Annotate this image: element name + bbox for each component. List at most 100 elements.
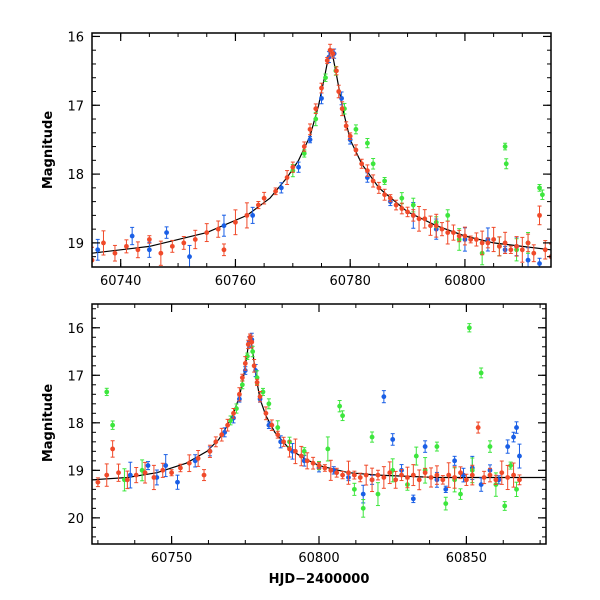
data-point — [514, 425, 519, 430]
data-point — [428, 475, 434, 480]
data-point — [496, 243, 502, 249]
data-point — [517, 477, 522, 483]
data-point — [393, 202, 399, 208]
data-point — [502, 144, 508, 149]
data-point — [313, 106, 319, 112]
data-point — [376, 185, 382, 191]
data-point — [491, 237, 497, 242]
data-point — [95, 247, 101, 253]
data-point — [353, 126, 359, 132]
data-point — [298, 453, 304, 459]
data-point — [178, 465, 183, 471]
data-point — [446, 472, 452, 478]
data-point — [129, 233, 135, 239]
data-point — [387, 195, 393, 201]
data-point — [525, 257, 531, 263]
data-point — [542, 247, 548, 253]
data-point — [169, 243, 175, 249]
data-point — [304, 458, 310, 464]
data-point — [464, 477, 469, 483]
data-point — [186, 460, 192, 466]
data-point — [440, 477, 446, 483]
data-point — [399, 195, 405, 201]
data-point — [204, 230, 210, 235]
data-point — [231, 410, 236, 416]
data-point — [369, 434, 375, 440]
data-point — [160, 467, 166, 473]
data-point — [517, 453, 522, 459]
data-point — [250, 349, 256, 354]
data-point — [95, 479, 101, 485]
data-point — [328, 467, 334, 473]
data-point — [505, 475, 511, 480]
data-point — [301, 151, 307, 156]
data-point — [116, 470, 121, 476]
data-point — [434, 472, 440, 478]
data-point — [410, 202, 416, 208]
data-point — [124, 243, 129, 249]
data-point — [466, 325, 472, 331]
data-point — [351, 472, 357, 478]
data-point — [260, 389, 266, 395]
data-point — [458, 491, 463, 497]
data-point — [266, 401, 272, 407]
data-point — [263, 410, 269, 416]
data-point — [330, 51, 336, 57]
data-point — [307, 137, 313, 143]
data-point — [163, 463, 169, 468]
data-point — [135, 247, 141, 253]
data-point — [322, 465, 328, 471]
data-point — [284, 175, 290, 180]
data-point — [207, 448, 213, 454]
data-point — [499, 470, 505, 476]
data-point — [110, 446, 116, 452]
data-point — [343, 123, 349, 129]
data-point — [347, 133, 353, 139]
data-point — [324, 58, 330, 63]
y-tick-label: 17 — [67, 369, 84, 384]
data-point — [511, 472, 516, 478]
data-point — [487, 444, 493, 449]
data-point — [393, 477, 399, 483]
data-point — [181, 240, 187, 246]
data-point — [445, 230, 451, 235]
data-point — [164, 230, 169, 235]
data-point — [319, 95, 324, 101]
data-point — [323, 75, 328, 81]
data-point — [469, 472, 475, 478]
data-point — [287, 446, 292, 452]
data-point — [525, 240, 531, 246]
data-point — [233, 219, 238, 225]
data-point — [228, 418, 233, 423]
data-point — [219, 432, 225, 438]
top-panel-plot-area — [92, 43, 551, 267]
y-tick-label: 19 — [67, 464, 84, 479]
data-point — [273, 188, 278, 194]
data-point — [142, 470, 148, 476]
x-axis-label: HJD−2400000 — [269, 572, 370, 587]
data-point — [151, 475, 157, 480]
y-tick-label: 16 — [67, 30, 84, 45]
data-point — [381, 475, 387, 480]
data-point — [187, 254, 192, 260]
x-tick-label: 60780 — [330, 274, 371, 289]
data-point — [537, 212, 542, 218]
x-tick-label: 60800 — [298, 551, 339, 566]
data-point — [112, 250, 118, 256]
data-point — [502, 503, 508, 509]
data-point — [301, 144, 307, 149]
data-point — [502, 240, 508, 246]
data-point — [369, 477, 375, 483]
data-point — [110, 422, 116, 428]
data-point — [281, 439, 287, 445]
data-point — [410, 212, 416, 218]
data-point — [505, 444, 511, 449]
data-point — [339, 106, 345, 112]
data-point — [353, 147, 359, 153]
data-point — [537, 185, 542, 191]
data-point — [422, 216, 428, 222]
data-point — [275, 425, 281, 430]
data-point — [485, 240, 491, 246]
data-point — [249, 339, 255, 345]
data-point — [127, 472, 133, 478]
